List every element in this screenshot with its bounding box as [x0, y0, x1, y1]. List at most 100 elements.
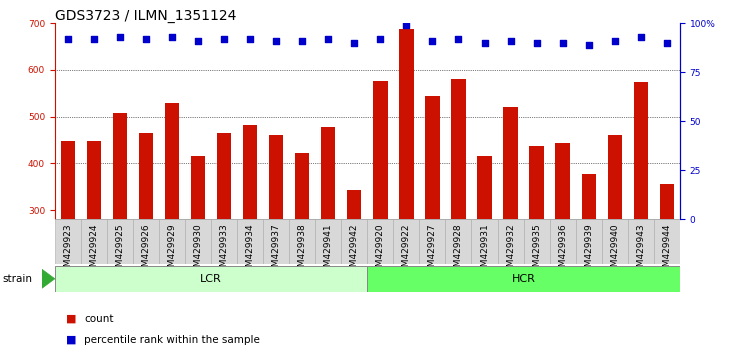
Bar	[133, 219, 159, 264]
Bar	[582, 174, 596, 219]
Bar	[498, 219, 523, 264]
Text: GSM429936: GSM429936	[558, 223, 567, 278]
Bar	[550, 219, 575, 264]
Bar	[420, 219, 445, 264]
Bar	[139, 133, 153, 219]
Point	[531, 40, 542, 45]
Bar	[61, 141, 75, 219]
Bar	[191, 156, 205, 219]
Bar	[556, 143, 569, 219]
Bar	[529, 146, 544, 219]
Bar	[159, 219, 185, 264]
Point	[452, 36, 464, 41]
Text: GSM429930: GSM429930	[194, 223, 202, 278]
Point	[479, 40, 491, 45]
Text: GSM429933: GSM429933	[219, 223, 229, 278]
Bar	[55, 266, 367, 292]
Text: strain: strain	[2, 274, 32, 284]
Text: GSM429923: GSM429923	[64, 223, 72, 278]
Point	[557, 40, 569, 45]
Bar	[425, 96, 439, 219]
Point	[270, 38, 282, 44]
Bar	[477, 156, 492, 219]
Point	[296, 38, 308, 44]
Bar	[237, 219, 263, 264]
Bar	[367, 266, 680, 292]
Text: GDS3723 / ILMN_1351124: GDS3723 / ILMN_1351124	[55, 9, 236, 23]
Point	[504, 38, 516, 44]
Point	[583, 42, 594, 47]
Bar	[628, 219, 654, 264]
Bar	[654, 219, 680, 264]
Bar	[374, 81, 387, 219]
Text: GSM429920: GSM429920	[376, 223, 385, 278]
Text: percentile rank within the sample: percentile rank within the sample	[84, 335, 260, 345]
Point	[661, 40, 673, 45]
Bar	[451, 79, 466, 219]
Point	[244, 36, 256, 41]
Text: GSM429929: GSM429929	[167, 223, 176, 278]
Text: HCR: HCR	[512, 274, 536, 284]
Bar	[217, 133, 231, 219]
Text: ■: ■	[66, 335, 76, 345]
Text: GSM429924: GSM429924	[89, 223, 99, 278]
Point	[192, 38, 204, 44]
Text: GSM429925: GSM429925	[115, 223, 124, 278]
Point	[219, 36, 230, 41]
Bar	[321, 127, 336, 219]
Bar	[399, 29, 414, 219]
Bar	[87, 141, 101, 219]
Text: GSM429940: GSM429940	[610, 223, 619, 278]
Text: GSM429931: GSM429931	[480, 223, 489, 278]
Text: GSM429934: GSM429934	[246, 223, 254, 278]
Bar	[269, 135, 284, 219]
Point	[88, 36, 99, 41]
Polygon shape	[42, 269, 55, 289]
Text: GSM429928: GSM429928	[454, 223, 463, 278]
Point	[374, 36, 386, 41]
Bar	[315, 219, 341, 264]
Bar	[445, 219, 471, 264]
Point	[166, 34, 178, 40]
Text: GSM429942: GSM429942	[350, 223, 359, 278]
Point	[322, 36, 334, 41]
Point	[635, 34, 647, 40]
Text: GSM429932: GSM429932	[506, 223, 515, 278]
Text: GSM429939: GSM429939	[584, 223, 593, 278]
Bar	[81, 219, 107, 264]
Text: GSM429935: GSM429935	[532, 223, 541, 278]
Bar	[211, 219, 237, 264]
Bar	[347, 190, 361, 219]
Point	[427, 38, 439, 44]
Text: GSM429941: GSM429941	[324, 223, 333, 278]
Bar	[523, 219, 550, 264]
Text: GSM429922: GSM429922	[402, 223, 411, 278]
Bar	[659, 184, 674, 219]
Bar	[367, 219, 393, 264]
Bar	[393, 219, 420, 264]
Text: GSM429937: GSM429937	[272, 223, 281, 278]
Point	[401, 22, 412, 28]
Bar	[113, 113, 127, 219]
Text: LCR: LCR	[200, 274, 222, 284]
Bar	[107, 219, 133, 264]
Bar	[504, 107, 518, 219]
Bar	[341, 219, 367, 264]
Bar	[634, 82, 648, 219]
Point	[349, 40, 360, 45]
Bar	[243, 125, 257, 219]
Point	[140, 36, 152, 41]
Point	[609, 38, 621, 44]
Text: count: count	[84, 314, 113, 324]
Bar	[607, 135, 622, 219]
Text: GSM429944: GSM429944	[662, 223, 671, 278]
Point	[62, 36, 74, 41]
Bar	[263, 219, 289, 264]
Bar	[471, 219, 498, 264]
Point	[114, 34, 126, 40]
Text: GSM429943: GSM429943	[636, 223, 645, 278]
Bar	[602, 219, 628, 264]
Bar	[55, 219, 81, 264]
Bar	[295, 153, 309, 219]
Text: ■: ■	[66, 314, 76, 324]
